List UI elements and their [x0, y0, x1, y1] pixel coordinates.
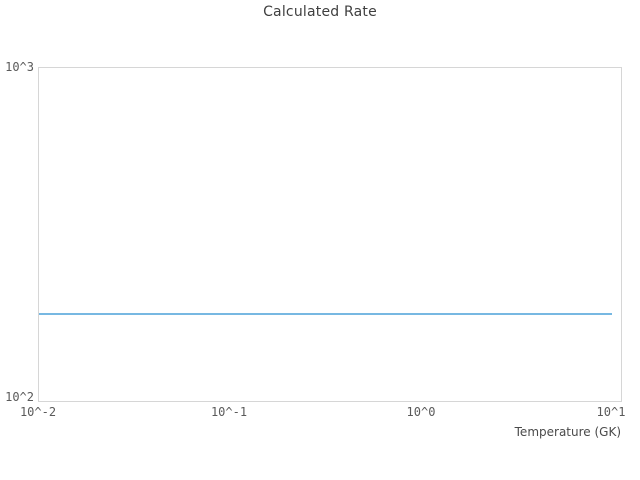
x-tick-10e-2: 10^-2	[19, 405, 57, 419]
x-axis-label: Temperature (GK)	[514, 425, 621, 439]
rate-line-layer	[39, 313, 612, 315]
y-tick-10e2: 10^2	[5, 390, 34, 404]
chart-title: Calculated Rate	[263, 4, 377, 20]
x-tick-10e1: 10^1	[596, 405, 626, 419]
y-tick-10e3: 10^3	[5, 60, 34, 74]
x-tick-10e-1: 10^-1	[210, 405, 248, 419]
plot-area	[38, 67, 622, 402]
x-tick-10e0: 10^0	[406, 405, 436, 419]
